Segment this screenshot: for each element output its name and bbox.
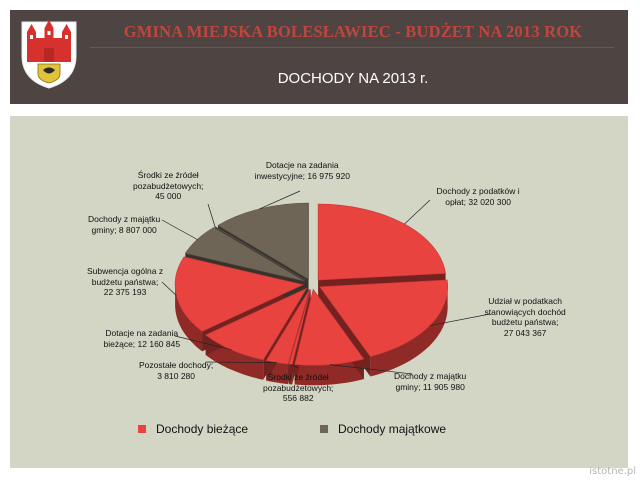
slice-label-line: opłat; 32 020 300 [445, 196, 511, 207]
chart-panel: Dochody z podatków i opłat; 32 020 300 Udz… [10, 116, 628, 468]
header-title: GMINA MIEJSKA BOLESŁAWIEC - BUDŻET NA 20… [123, 22, 583, 41]
slice-label-line: Dochody z podatków i [436, 186, 520, 196]
slice-label-line: gminy; 8 807 000 [91, 224, 157, 235]
legend-label-current: Dochody bieżące [156, 422, 249, 436]
pie-chart [161, 190, 491, 386]
legend-swatch-capital [320, 425, 328, 433]
leader-line-9 [207, 203, 216, 227]
leader-line-5 [205, 361, 278, 363]
slice-label-line: gminy; 11 905 980 [395, 381, 465, 392]
slice-label-5: Pozostałe dochody; 3 810 280 [139, 360, 213, 381]
legend-swatch-current [138, 425, 146, 433]
slice-label-3: Dochody z majątku gminy; 11 905 980 [394, 371, 466, 392]
slice-label-line: Pozostałe dochody; [139, 360, 214, 370]
slice-label-line: pozabudżetowych; [263, 382, 334, 393]
header-banner: GMINA MIEJSKA BOLESŁAWIEC - BUDŻET NA 20… [10, 10, 628, 104]
slice-label-10: Dotacje na zadania inwestycyjne; 16 975 9… [255, 160, 350, 181]
pie-slice-2 [319, 279, 448, 357]
leader-line-10 [259, 190, 301, 210]
slice-label-1: Dochody z podatków i opłat; 32 020 300 [437, 186, 520, 207]
pie-slice-8 [184, 227, 305, 282]
city-crest-icon [21, 20, 77, 89]
leader-line-3 [329, 364, 413, 375]
slice-label-line: 556 882 [282, 393, 314, 403]
slice-label-line: Środki ze źródeł [267, 372, 329, 382]
slice-label-2: Udział w podatkach stanowiących dochód bud… [485, 296, 566, 338]
pie-slice-side-3 [294, 359, 364, 386]
leader-line-8 [161, 219, 198, 240]
slice-label-8: Dochody z majątku gminy; 8 807 000 [88, 214, 160, 235]
slice-label-line: Środki ze źródeł [137, 170, 199, 180]
slice-label-line: Subwencja ogólna z [87, 266, 164, 276]
slice-label-9: Środki ze źródeł pozabudżetowych; 45 000 [133, 170, 203, 202]
leader-line-2 [429, 313, 491, 327]
pie-slice-side-7 [175, 282, 203, 352]
slice-label-line: budżetu państwa; [491, 317, 559, 327]
slice-label-line: Dotacje na zadania [265, 160, 339, 170]
chart-title: DOCHODY NA 2013 r. [277, 70, 429, 87]
slice-label-line: inwestycyjne; 16 975 920 [254, 170, 350, 181]
leader-line-7 [161, 281, 177, 296]
slice-label-line: bieżące; 12 160 845 [103, 338, 181, 349]
slice-label-line: 27 043 367 [503, 327, 547, 338]
leader-line-4 [290, 363, 299, 369]
slice-label-7: Subwencja ogólna z budżetu państwa; 22 375… [87, 266, 163, 298]
pie-slice-7 [174, 256, 305, 332]
slice-label-line: Udział w podatkach [488, 296, 562, 306]
slice-label-line: Dochody z majątku [394, 371, 467, 381]
slice-label-line: budżetu państwa; [91, 276, 159, 287]
pie-slice-1 [317, 203, 446, 281]
pie-slice-side-2 [370, 284, 448, 377]
slice-label-line: 3 810 280 [157, 370, 196, 381]
slice-label-line: pozabudżetowych; [133, 180, 204, 191]
slice-label-line: 22 375 193 [103, 287, 147, 297]
legend-label-capital: Dochody majątkowe [338, 422, 447, 436]
slice-label-4: Środki ze źródeł pozabudżetowych; 556 882 [263, 372, 333, 404]
leader-line-1 [404, 199, 431, 225]
slice-label-6: Dotacje na zadania bieżące; 12 160 845 [104, 328, 181, 349]
leader-line-6 [174, 335, 232, 351]
watermark: istotne.pl [589, 466, 636, 477]
slice-label-line: Dochody z majątku [88, 214, 161, 224]
slice-label-line: Dotacje na zadania [105, 328, 179, 338]
slice-label-line: stanowiących dochód [484, 306, 566, 317]
header-divider [90, 47, 614, 48]
slice-label-line: 45 000 [155, 191, 182, 201]
